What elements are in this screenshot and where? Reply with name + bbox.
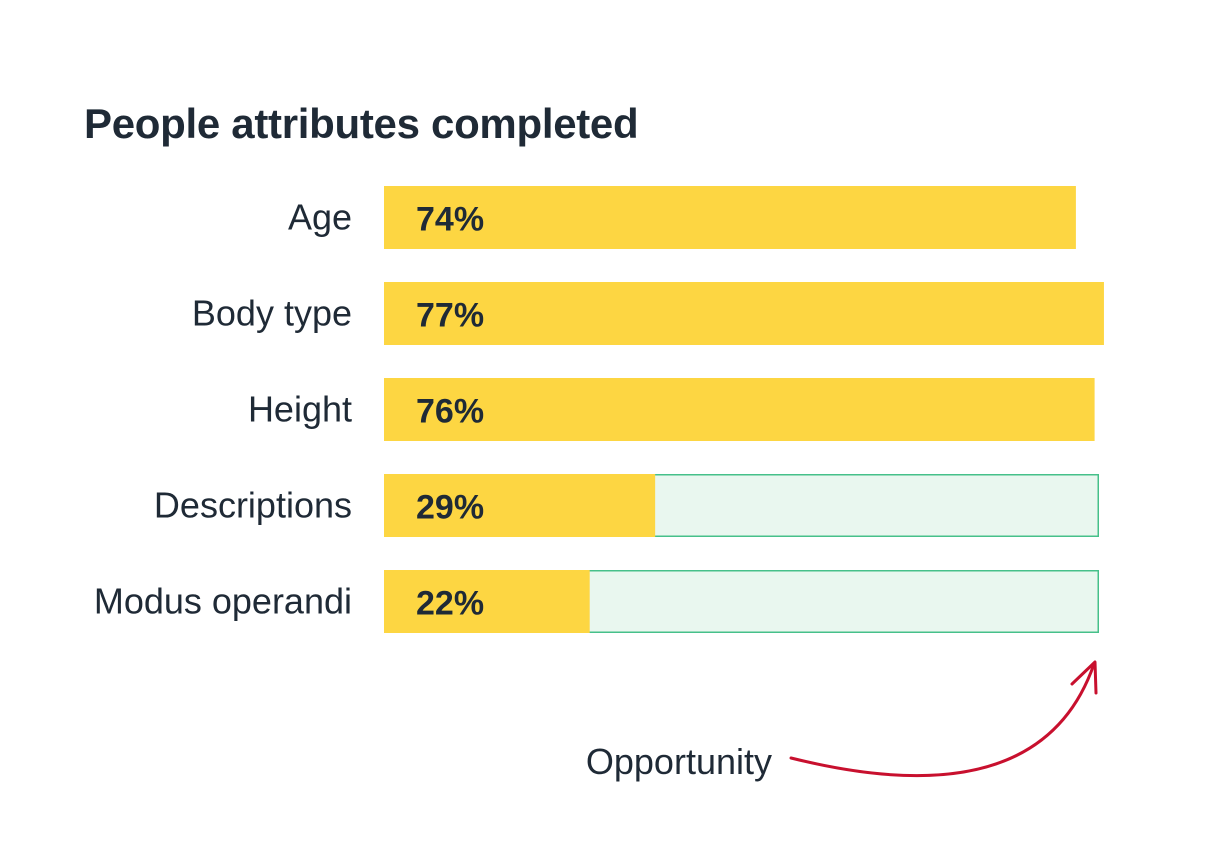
annotation-arrowhead-icon <box>1070 660 1098 695</box>
value-label-descriptions: 29% <box>416 489 484 527</box>
category-label-height: Height <box>248 389 352 430</box>
annotation-label: Opportunity <box>586 741 772 782</box>
bar-height <box>384 378 1095 441</box>
bar-modus-operandi <box>384 570 590 633</box>
bar-age <box>384 186 1076 249</box>
value-label-modus-operandi: 22% <box>416 585 484 623</box>
category-label-descriptions: Descriptions <box>154 485 352 526</box>
bar-descriptions <box>384 474 656 537</box>
chart-title: People attributes completed <box>84 100 639 147</box>
category-label-modus-operandi: Modus operandi <box>94 581 352 622</box>
value-label-height: 76% <box>416 393 484 431</box>
annotation-arrow <box>789 662 1096 778</box>
category-label-age: Age <box>288 197 352 238</box>
category-label-body-type: Body type <box>192 293 352 334</box>
bar-body-type <box>384 282 1104 345</box>
value-label-age: 74% <box>416 201 484 239</box>
value-label-body-type: 77% <box>416 297 484 335</box>
